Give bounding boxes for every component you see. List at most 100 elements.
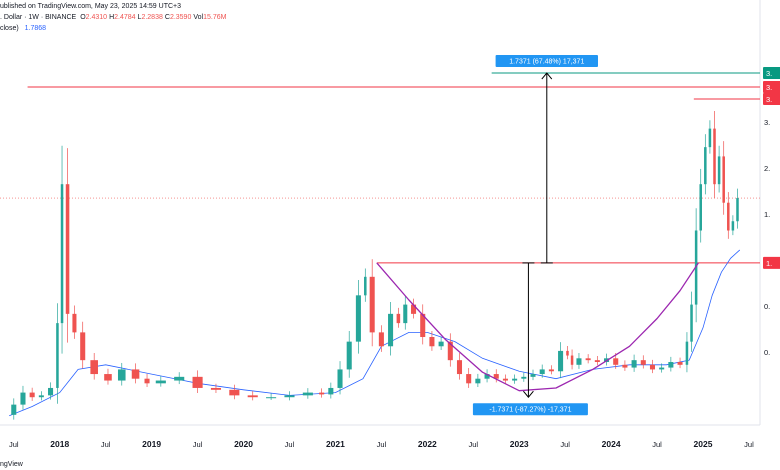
ohlc-l: L2.2838 — [137, 14, 163, 21]
candle-body — [131, 369, 140, 379]
candle-body — [717, 156, 721, 185]
cup-curve — [376, 262, 699, 392]
x-tick-label: 2018 — [50, 439, 69, 449]
candle-body — [438, 341, 444, 347]
candle-body — [622, 364, 628, 368]
measure-label-up: 1.7371 (67.48%) 17,371 — [509, 59, 584, 66]
candle-body — [38, 395, 44, 398]
x-tick-label: Jul — [744, 440, 754, 449]
candle-body — [20, 392, 26, 405]
candle-body — [346, 341, 352, 370]
candle-body — [690, 304, 693, 342]
y-tick-label: 3. — [764, 118, 770, 127]
candle-body — [60, 184, 64, 324]
candle-body — [613, 358, 619, 365]
candle-body — [548, 369, 554, 372]
symbol-line: . Dollar · 1W · BINANCE O2.4310 H2.4784 L2… — [0, 14, 226, 21]
candle-body — [736, 198, 739, 222]
measure-arrowhead-0 — [541, 72, 553, 80]
candle-body — [11, 404, 17, 415]
candle-body — [65, 184, 70, 314]
candle-body — [378, 332, 384, 347]
candle-body — [403, 304, 408, 324]
candle-body — [420, 313, 426, 338]
candle-body — [713, 128, 716, 185]
x-tick-label: Jul — [652, 440, 662, 449]
candle-body — [302, 392, 313, 396]
candle-body — [80, 332, 86, 361]
x-tick-label: Jul — [560, 440, 570, 449]
candle-body — [229, 389, 240, 396]
ohlc-o: O2.4310 — [80, 14, 108, 21]
candle-body — [456, 360, 463, 375]
candle-body — [731, 221, 735, 231]
x-tick-label: Jul — [285, 440, 295, 449]
candle-body — [727, 202, 730, 231]
candle-body — [585, 358, 591, 361]
x-tick-label: 2025 — [694, 439, 713, 449]
y-tick-label: 1. — [764, 210, 770, 219]
x-tick-label: Jul — [377, 440, 387, 449]
x-tick-label: 2022 — [418, 439, 437, 449]
candle-body — [388, 313, 394, 347]
tradingview-watermark: ngView — [0, 461, 23, 468]
candle-body — [521, 376, 527, 379]
candle-body — [484, 374, 490, 379]
price-badge-3 — [763, 256, 780, 269]
candle-body — [104, 374, 112, 381]
candle-body — [558, 350, 564, 372]
candle-body — [174, 376, 185, 381]
y-tick-label: 0. — [764, 348, 770, 357]
candle-body — [699, 184, 702, 231]
candle-body — [640, 360, 646, 365]
candle-body — [576, 358, 582, 365]
ma-value: 1.7868 — [24, 25, 47, 32]
candle-body — [29, 392, 35, 398]
candle-body — [337, 369, 343, 388]
candle-body — [447, 341, 453, 361]
ohlc-c: C2.3590 — [164, 14, 192, 21]
candle-body — [90, 360, 98, 375]
ma-line — [9, 249, 741, 417]
candle-body — [210, 387, 222, 390]
y-tick-label: 0. — [764, 302, 770, 311]
candle-body — [355, 295, 361, 342]
candle-body — [475, 378, 481, 384]
candle-body — [685, 341, 689, 365]
candle-body — [493, 374, 499, 379]
ma-label: close) — [0, 25, 19, 32]
measure-label-down: -1.7371 (-87.27%) -17,371 — [489, 407, 571, 414]
candle-body — [266, 397, 277, 399]
x-tick-label: 2023 — [510, 439, 529, 449]
candle-body — [694, 230, 698, 305]
candle-body — [566, 350, 569, 356]
ohlc-values: O2.4310 H2.4784 L2.2838 C2.3590 Vol15.76M — [78, 14, 226, 21]
candle-body — [466, 374, 472, 384]
candle-body — [369, 276, 375, 333]
price-badge-0 — [763, 67, 780, 80]
candle-body — [704, 147, 707, 185]
candle-body — [144, 378, 150, 384]
published-line: ublished on TradingView.com, May 23, 202… — [0, 3, 182, 10]
candle-body — [429, 337, 435, 347]
candle-body — [192, 376, 203, 388]
x-tick-label: Jul — [193, 440, 203, 449]
x-tick-label: 2024 — [602, 439, 621, 449]
candle-body — [570, 355, 574, 365]
measure-label-down-box — [472, 403, 588, 416]
candle-body — [631, 360, 637, 368]
candle-body — [328, 387, 334, 395]
candle-body — [722, 156, 725, 203]
y-tick-label: 2. — [764, 164, 770, 173]
x-tick-label: Jul — [101, 440, 111, 449]
candle-body — [539, 369, 545, 375]
price-badge-2 — [763, 92, 780, 105]
candle-body — [512, 378, 518, 381]
candle-body — [502, 378, 508, 381]
candle-body — [155, 380, 166, 384]
x-tick-label: 2020 — [234, 439, 253, 449]
candle-body — [708, 128, 712, 148]
candle-body — [668, 362, 674, 368]
candle-body — [659, 367, 665, 370]
